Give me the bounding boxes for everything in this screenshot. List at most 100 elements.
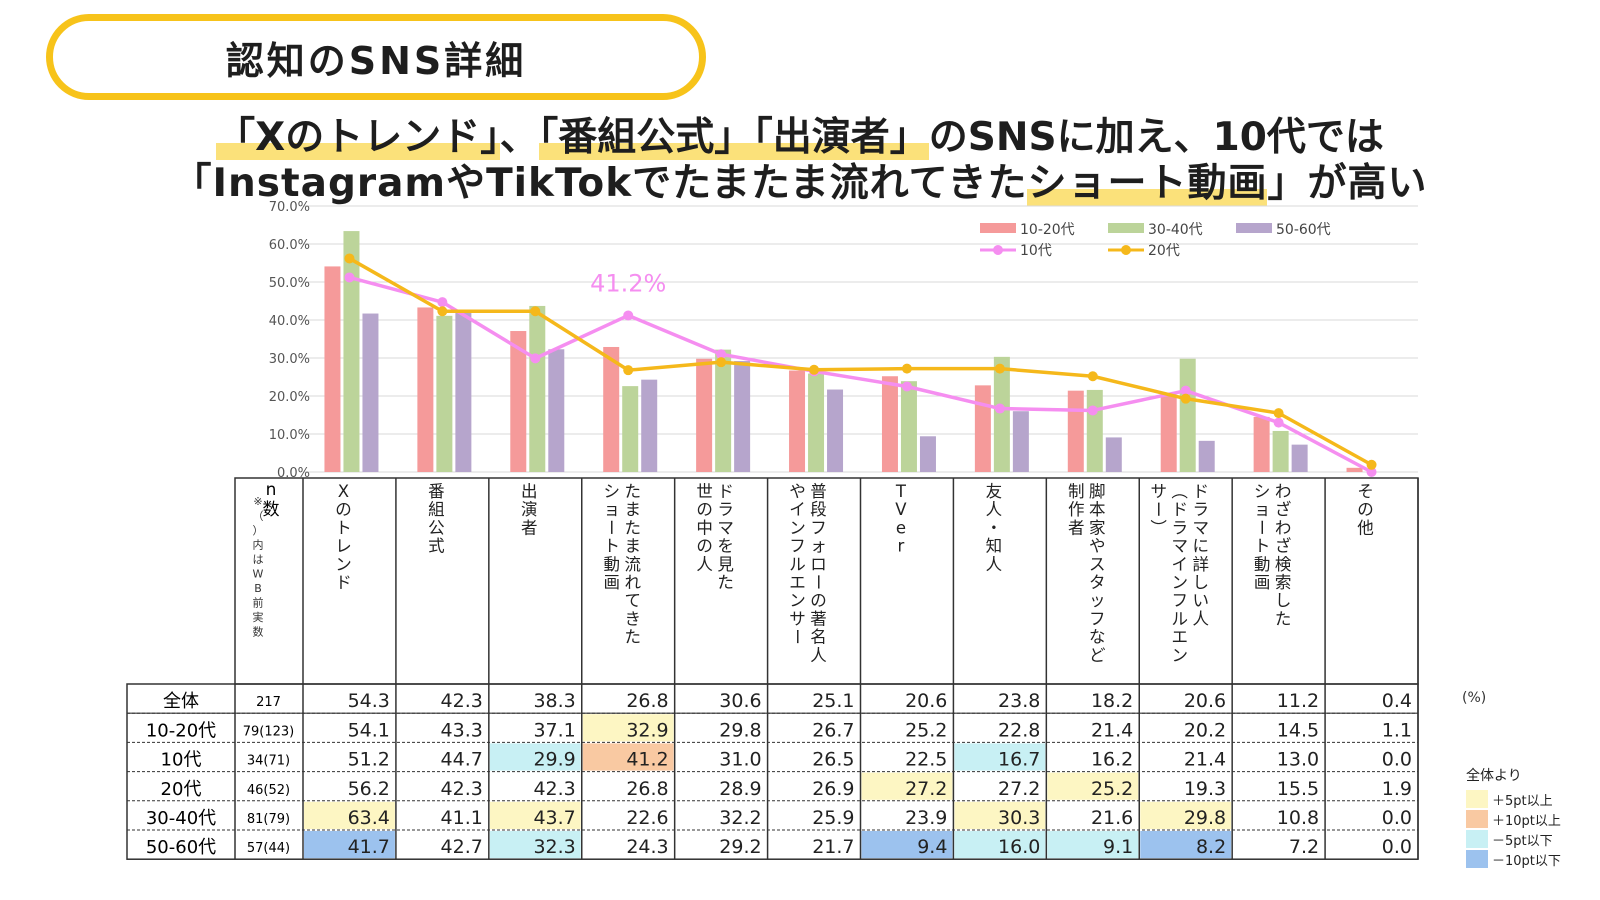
bar-30-40代 [900,381,917,472]
table-cell: 41.7 [348,836,390,858]
bar-50-60代 [455,309,472,472]
column-header-char: 人 [1192,609,1209,628]
column-header-char: エ [1171,628,1188,647]
y-tick-label: 20.0% [269,390,310,405]
column-header-char: ロ [810,555,827,574]
legend-label: 10代 [1020,243,1052,259]
column-header-char: ル [1171,609,1188,628]
y-tick-label: 30.0% [269,352,310,367]
legend-label: 20代 [1148,243,1180,259]
n-header-note: 内 [253,538,264,552]
column-header-char: ま [624,537,641,556]
bar-50-60代 [827,389,844,472]
table-cell: 16.7 [998,749,1040,771]
column-header-char: た [717,573,734,592]
point-20代 [1087,371,1098,382]
table-cell: 25.2 [905,719,947,741]
legend-marker [1121,245,1131,255]
row-n: 46(52) [247,783,290,798]
highlight-cell [1047,772,1139,800]
color-key-swatch [1466,850,1488,868]
column-header-char: 動 [603,555,620,574]
bar-10-20代 [510,331,527,472]
n-header-note: W [253,568,264,581]
color-key-label: －10pt以下 [1492,853,1561,869]
table-cell: 0.0 [1382,836,1412,858]
row-label: 20代 [161,779,202,800]
point-20代 [437,306,448,317]
table-cell: 21.4 [1184,749,1226,771]
column-header-char: や [1089,537,1106,556]
point-20代 [901,363,912,374]
table-cell: 20.2 [1184,719,1226,741]
annotation-label: 41.2% [590,269,666,297]
point-10代 [994,403,1005,414]
point-20代 [809,364,820,375]
column-header-char: わ [1275,482,1292,501]
row-n: 34(71) [247,754,290,769]
point-10代 [344,272,355,283]
table-cell: 30.3 [998,807,1040,829]
column-header-char: の [696,537,713,556]
column-header-char: サ [789,609,806,628]
column-header-char: た [624,482,641,501]
column-header-char: （ [1170,483,1189,500]
column-header-char: 公 [428,518,445,537]
y-tick-label: 60.0% [269,238,310,253]
column-header-char: 流 [624,555,641,574]
point-20代 [1180,393,1191,404]
bar-10-20代 [1253,416,1270,472]
table-cell: 41.1 [441,807,483,829]
highlight-cell [304,801,395,829]
point-20代 [1273,408,1284,419]
headline-segment: 「番組公式」 [538,115,754,160]
point-10代 [530,353,541,364]
color-key-swatch [1466,810,1488,828]
bar-10-20代 [696,358,713,472]
highlight-cell [489,743,581,771]
headline-line-2: 「InstagramやTikTokでたまたま流れてきたショート動画」が高い [0,152,1600,208]
table-cell: 54.3 [348,690,390,712]
row-label: 全体 [163,691,199,712]
column-header-char: 組 [428,500,445,519]
point-10代 [1273,417,1284,428]
column-header-char: ョ [1254,500,1271,519]
column-header-char: 知 [986,537,1003,556]
column-header-char: シ [603,482,620,501]
column-header-char: ） [1149,519,1168,536]
n-header: 数 [263,500,280,520]
bar-50-60代 [734,361,751,472]
column-header-char: ・ [986,518,1003,537]
column-header-char: シ [1254,482,1271,501]
bar-50-60代 [1105,437,1122,472]
column-header-char: 式 [428,537,445,556]
column-header-char: た [1275,609,1292,628]
row-n: 57(44) [247,841,290,856]
table-cell: 28.9 [719,778,761,800]
table-cell: 43.7 [533,807,575,829]
column-header-char: の [696,500,713,519]
n-header-note: 前 [253,596,264,610]
column-header-char: 見 [717,555,734,574]
color-key-swatch [1466,790,1488,808]
table-cell: 29.8 [1184,807,1226,829]
column-header-char: 脚 [1089,482,1106,501]
column-header-char: て [624,591,641,610]
column-header-char: マ [1171,537,1188,556]
column-header-char: ラ [717,500,734,519]
column-header-char: に [1192,537,1209,556]
column-header-char: ド [1171,500,1188,519]
table-cell: 29.2 [719,836,761,858]
color-key-label: ＋5pt以上 [1492,793,1553,809]
color-key-title: 全体より [1466,768,1522,784]
column-header-char: ョ [603,500,620,519]
table-cell: 26.9 [812,778,854,800]
column-header-char: 世 [696,482,713,501]
column-header-char: 索 [1275,573,1292,592]
column-header-char: エ [789,573,806,592]
headline-segment: 「出演者」 [753,115,929,160]
column-header-char: ラ [1192,500,1209,519]
bar-30-40代 [343,231,360,472]
table-cell: 25.9 [812,807,854,829]
column-header-char: れ [624,573,641,592]
